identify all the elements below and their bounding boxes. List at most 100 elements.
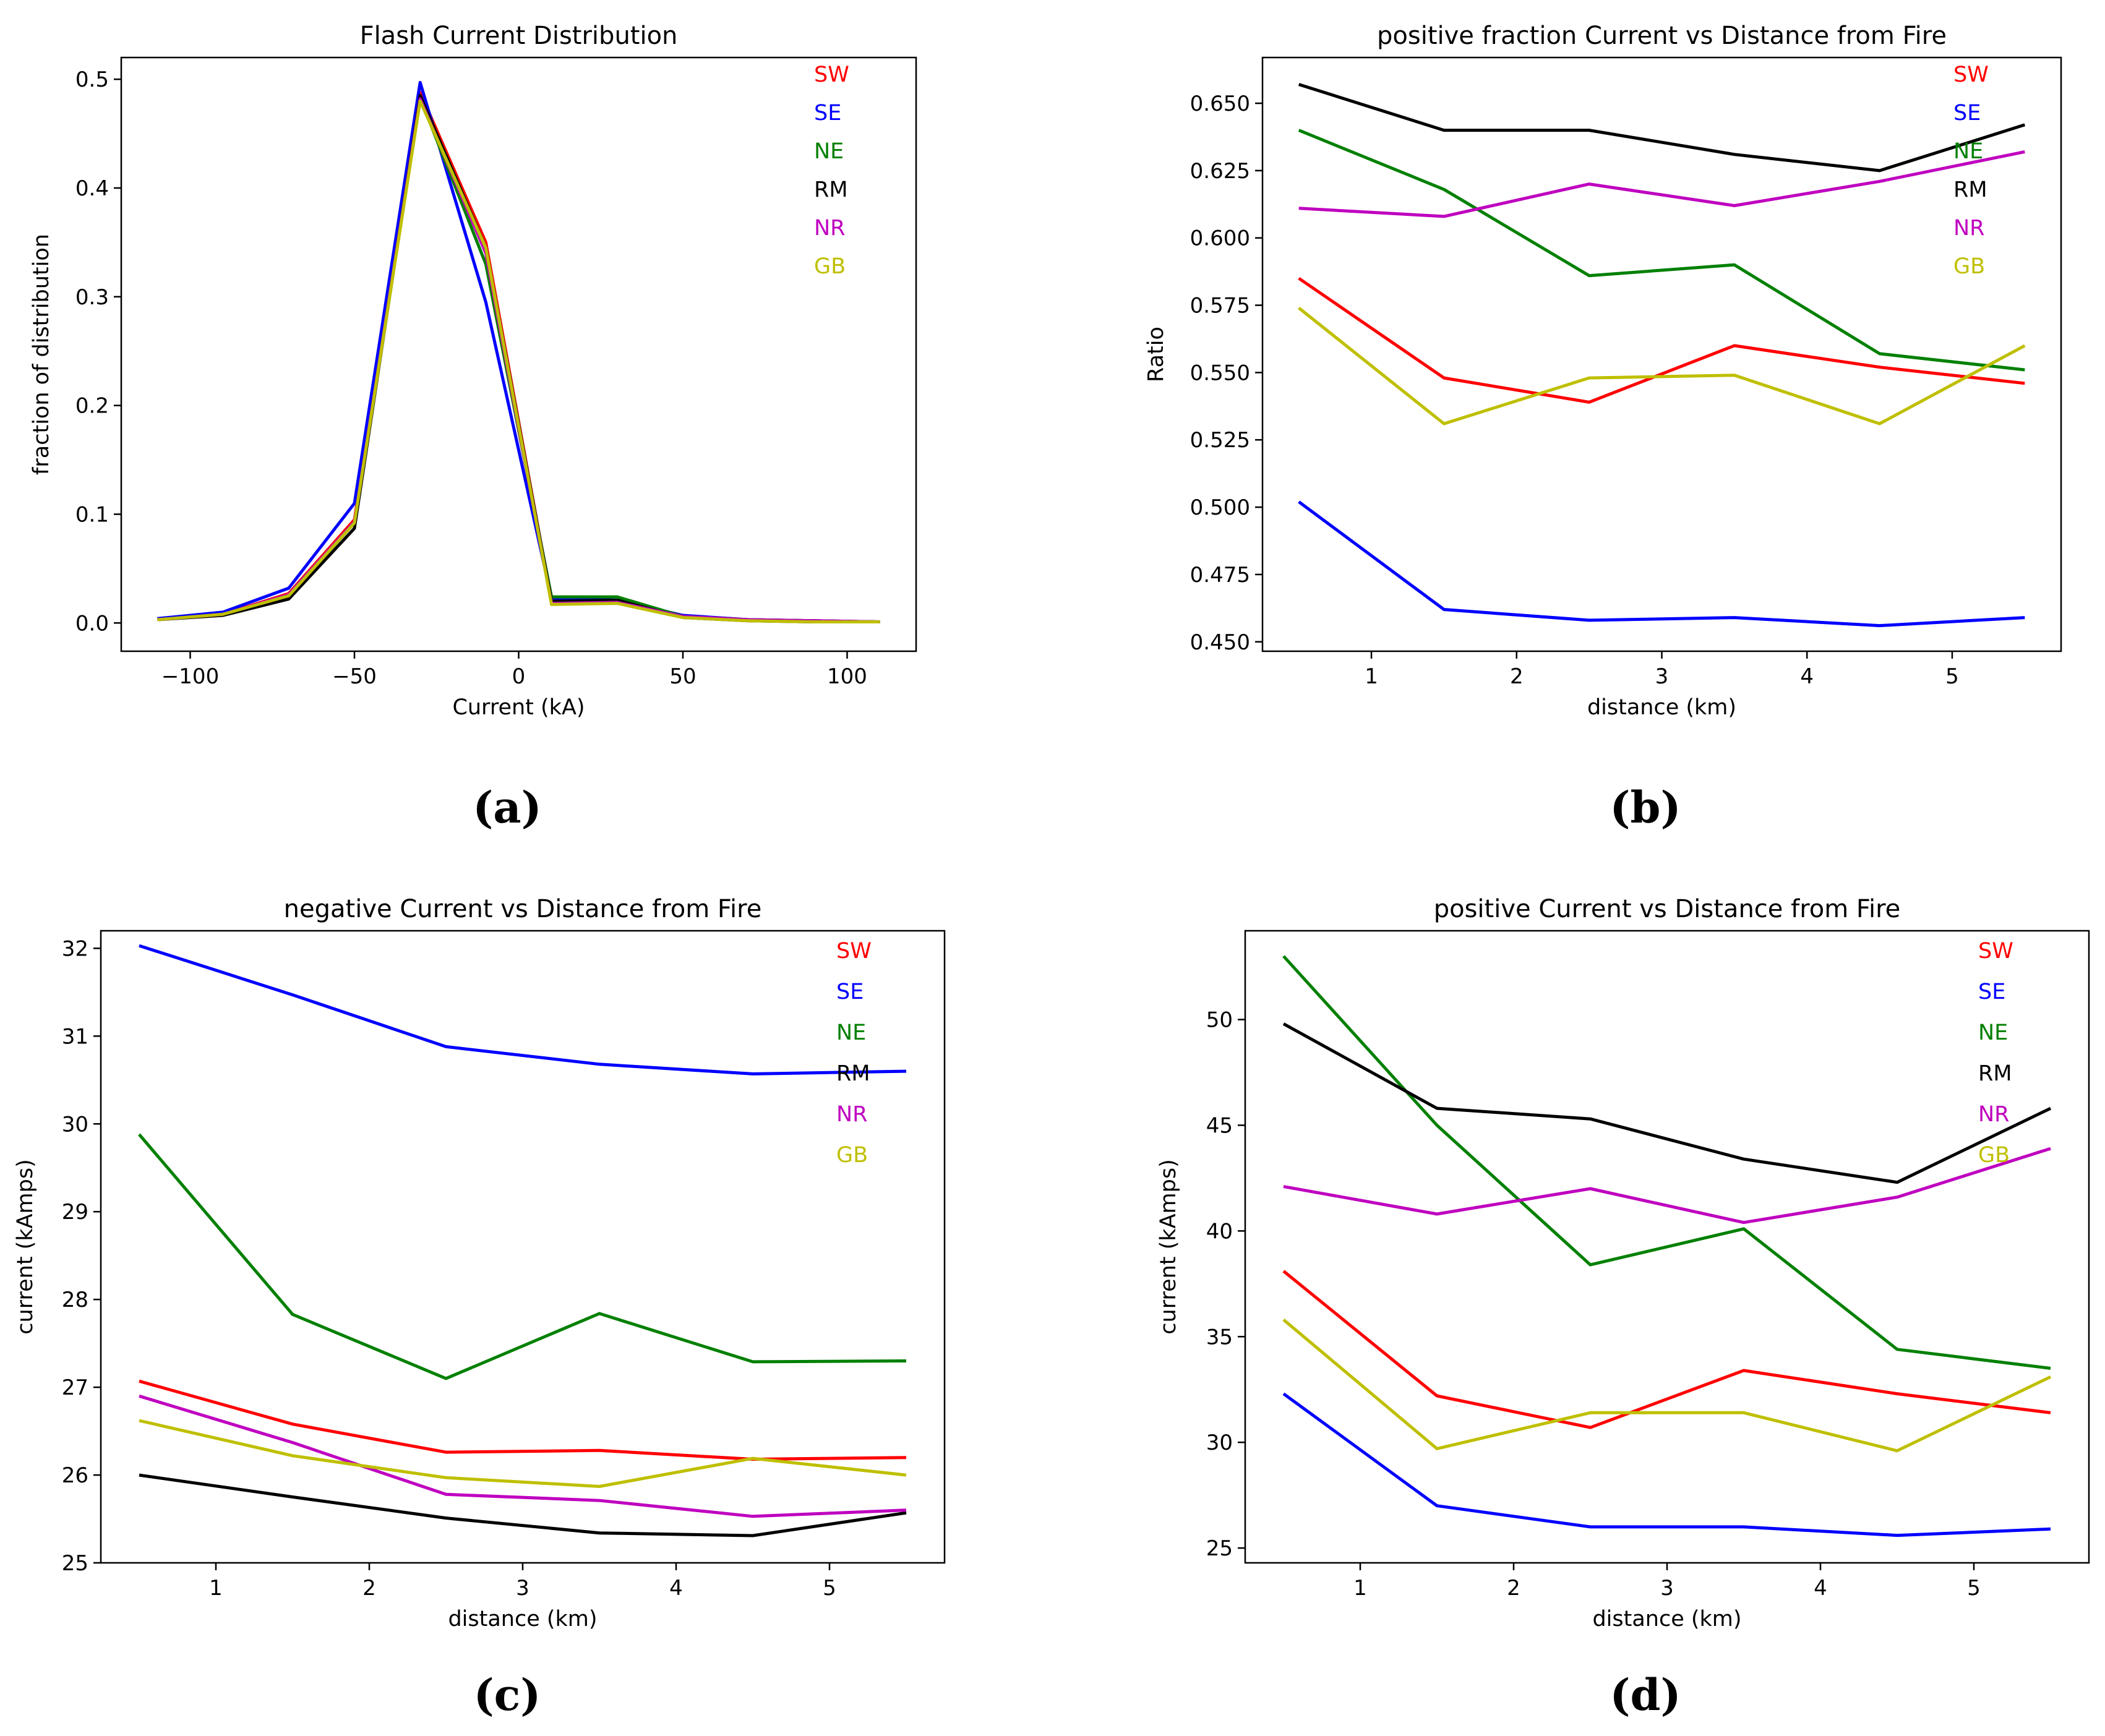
y-tick-label: 29 — [62, 1200, 88, 1225]
legend-entry-nr: NR — [836, 1102, 868, 1127]
panel-label: (d) — [1610, 1669, 1681, 1721]
legend-entry-ne: NE — [814, 139, 844, 164]
panel-label: (c) — [474, 1669, 541, 1721]
chart-title: negative Current vs Distance from Fire — [284, 895, 762, 923]
legend-entry-se: SE — [1978, 980, 2005, 1004]
x-tick-label: 1 — [1353, 1576, 1367, 1601]
x-tick-label: 0 — [512, 664, 526, 689]
chart-title: positive fraction Current vs Distance fr… — [1377, 22, 1947, 50]
legend-entry-se: SE — [814, 101, 841, 126]
series-line-gb — [1298, 306, 2026, 425]
x-tick-label: 1 — [1365, 664, 1378, 689]
series-line-rm — [1298, 83, 2026, 173]
x-tick-label: 2 — [1510, 664, 1524, 689]
y-tick-label: 40 — [1206, 1219, 1233, 1244]
legend-entry-se: SE — [836, 980, 864, 1004]
y-tick-label: 25 — [62, 1551, 88, 1576]
series-line-se — [1298, 500, 2025, 628]
x-axis-label: Current (kA) — [452, 695, 585, 720]
x-tick-label: 2 — [1507, 1576, 1520, 1601]
legend-entry-gb: GB — [814, 254, 846, 279]
y-tick-label: 0.2 — [75, 394, 109, 419]
x-axis-label: distance (km) — [448, 1607, 597, 1631]
series-line-sw — [1282, 1270, 2051, 1429]
series-line-sw — [1298, 276, 2025, 404]
chart-a-flash-current-distribution: Flash Current Distribution −100 −50 0 50 100 0… — [29, 22, 917, 833]
x-tick-label: −100 — [161, 664, 219, 689]
x-axis-label: distance (km) — [1587, 695, 1736, 720]
series-line-gb — [139, 1419, 907, 1488]
legend-entry-sw: SW — [1953, 62, 1989, 87]
y-tick-label: 0.3 — [75, 285, 109, 310]
x-tick-label: 2 — [362, 1576, 376, 1601]
chart-title: Flash Current Distribution — [360, 22, 678, 50]
series-line-ne — [157, 96, 880, 623]
legend-entry-gb: GB — [836, 1143, 868, 1168]
y-tick-label: 30 — [62, 1112, 88, 1137]
series-line-nr — [139, 1394, 907, 1518]
y-axis-label: current (kAmps) — [13, 1159, 38, 1334]
series-line-nr — [1298, 150, 2025, 218]
legend-entry-sw: SW — [1978, 939, 2013, 964]
series-line-rm — [1282, 1022, 2052, 1184]
series-line-se — [1282, 1392, 2051, 1537]
series-line-ne — [138, 1133, 907, 1380]
x-tick-label: 1 — [209, 1576, 223, 1601]
y-tick-label: 0.500 — [1190, 495, 1250, 520]
series-line-gb — [157, 99, 880, 623]
y-tick-label: 0.550 — [1190, 361, 1250, 385]
y-tick-label: 35 — [1206, 1325, 1233, 1349]
y-tick-label: 25 — [1206, 1536, 1233, 1561]
legend-entry-ne: NE — [1978, 1020, 2008, 1045]
series-line-ne — [1282, 955, 2051, 1370]
y-tick-label: 30 — [1206, 1430, 1233, 1455]
legend-entry-ne: NE — [1953, 139, 1983, 164]
legend-entry-rm: RM — [1953, 177, 1987, 202]
legend-entry-rm: RM — [836, 1061, 870, 1086]
y-axis-label: current (kAmps) — [1156, 1159, 1181, 1334]
chart-d-positive-current: positive Current vs Distance from Fire 1 2… — [1156, 895, 2090, 1721]
legend-entry-gb: GB — [1953, 254, 1985, 279]
series-line-sw — [157, 90, 880, 623]
series-line-se — [157, 80, 880, 623]
series-line-gb — [1282, 1318, 2052, 1453]
y-tick-label: 45 — [1206, 1113, 1233, 1138]
legend-entry-nr: NR — [1953, 216, 1985, 241]
x-tick-label: 4 — [1800, 664, 1814, 689]
series-line-sw — [139, 1379, 907, 1461]
legend-entry-sw: SW — [814, 62, 849, 87]
series-line-nr — [1283, 1147, 2051, 1225]
y-tick-label: 27 — [62, 1375, 88, 1400]
chart-c-negative-current: negative Current vs Distance from Fire 1 2… — [13, 895, 946, 1721]
panel-label: (a) — [473, 782, 542, 833]
series-line-rm — [157, 94, 880, 623]
y-tick-label: 26 — [62, 1463, 88, 1488]
axes-frame — [120, 56, 917, 652]
y-axis-label: fraction of distribution — [29, 234, 54, 475]
y-tick-label: 50 — [1206, 1008, 1233, 1033]
chart-title: positive Current vs Distance from Fire — [1434, 895, 1901, 923]
y-tick-label: 0.475 — [1190, 563, 1250, 588]
legend-entry-rm: RM — [814, 177, 848, 202]
x-tick-label: 100 — [827, 664, 867, 689]
legend-entry-nr: NR — [1978, 1102, 2010, 1127]
legend-entry-sw: SW — [836, 939, 872, 964]
y-tick-label: 0.450 — [1190, 630, 1250, 655]
y-axis-label: Ratio — [1144, 327, 1168, 382]
x-tick-label: −50 — [332, 664, 377, 689]
series-line-rm — [139, 1473, 907, 1537]
axes-frame — [100, 930, 946, 1564]
y-tick-label: 0.4 — [75, 176, 109, 201]
x-tick-label: 5 — [1967, 1576, 1981, 1601]
y-tick-label: 0.1 — [75, 502, 109, 527]
x-tick-label: 5 — [1945, 664, 1959, 689]
legend-entry-se: SE — [1953, 101, 1981, 126]
x-axis-label: distance (km) — [1592, 1607, 1741, 1631]
x-tick-label: 4 — [1814, 1576, 1827, 1601]
chart-b-positive-fraction: positive fraction Current vs Distance fr… — [1144, 22, 2062, 833]
legend-entry-nr: NR — [814, 216, 846, 241]
y-tick-label: 0.525 — [1190, 428, 1250, 453]
y-tick-label: 0.0 — [75, 611, 109, 636]
x-tick-label: 3 — [516, 1576, 529, 1601]
x-tick-label: 50 — [669, 664, 696, 689]
